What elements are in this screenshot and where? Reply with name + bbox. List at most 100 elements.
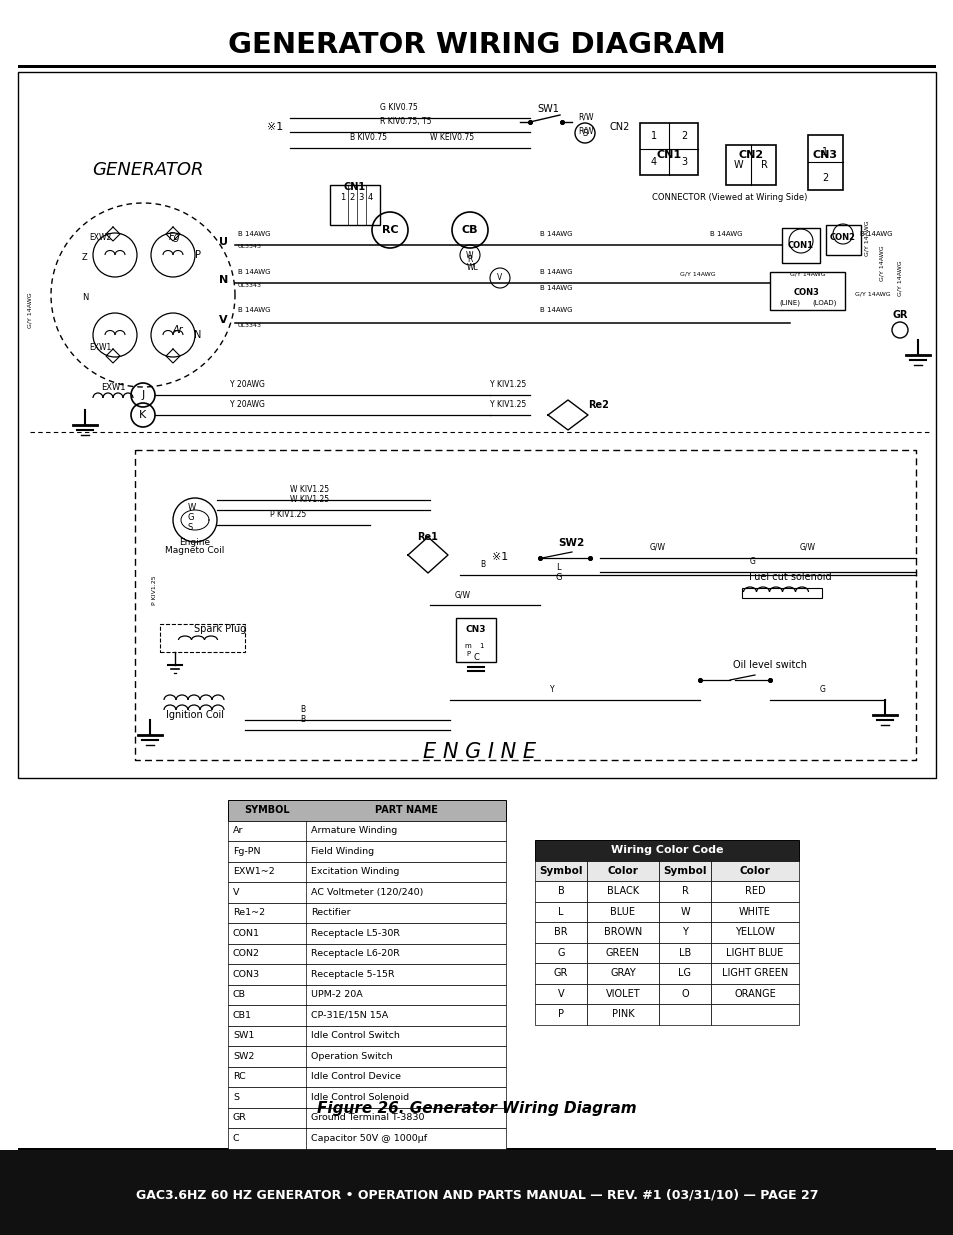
Text: G/W: G/W xyxy=(800,543,815,552)
Text: CB1: CB1 xyxy=(233,1010,252,1020)
Text: 2: 2 xyxy=(821,173,827,183)
Text: BR: BR xyxy=(554,927,567,937)
Text: m: m xyxy=(464,643,471,650)
Bar xyxy=(228,841,505,862)
Text: GR: GR xyxy=(233,1113,247,1123)
Text: Y KIV1.25: Y KIV1.25 xyxy=(490,380,526,389)
Text: 3: 3 xyxy=(680,157,686,167)
Bar xyxy=(228,1005,505,1025)
Text: EXW1~2: EXW1~2 xyxy=(233,867,274,877)
Text: G KIV0.75: G KIV0.75 xyxy=(379,103,417,112)
Bar xyxy=(659,963,710,983)
Bar xyxy=(535,881,586,902)
Text: Spark Plug: Spark Plug xyxy=(193,624,246,634)
Text: Y: Y xyxy=(550,685,554,694)
Text: Figure 26. Generator Wiring Diagram: Figure 26. Generator Wiring Diagram xyxy=(316,1100,637,1115)
Text: RC: RC xyxy=(233,1072,246,1082)
Text: SW2: SW2 xyxy=(233,1052,254,1061)
Text: G/Y 14AWG: G/Y 14AWG xyxy=(863,220,868,256)
Text: RED: RED xyxy=(744,887,764,897)
Text: 1: 1 xyxy=(650,131,657,141)
Text: CP-31E/15N 15A: CP-31E/15N 15A xyxy=(311,1010,388,1020)
Text: L: L xyxy=(556,563,560,572)
Text: Symbol: Symbol xyxy=(538,866,582,876)
Text: Engine: Engine xyxy=(179,538,211,547)
Text: B 14AWG: B 14AWG xyxy=(539,231,572,237)
Text: Ground Terminal T-3830: Ground Terminal T-3830 xyxy=(311,1113,424,1123)
Bar xyxy=(228,923,505,944)
Text: CONNECTOR (Viewed at Wiring Side): CONNECTOR (Viewed at Wiring Side) xyxy=(652,193,807,203)
Text: Symbol: Symbol xyxy=(662,866,706,876)
Bar xyxy=(535,840,799,861)
Bar xyxy=(535,902,586,923)
Text: 1: 1 xyxy=(340,193,345,203)
Text: R KIV0.75, T5: R KIV0.75, T5 xyxy=(379,117,431,126)
Bar xyxy=(659,942,710,963)
Text: UL3343: UL3343 xyxy=(237,245,262,249)
Bar xyxy=(228,903,505,923)
Text: LB: LB xyxy=(679,947,690,958)
Bar xyxy=(228,862,505,882)
Bar xyxy=(710,923,799,942)
Text: ※1: ※1 xyxy=(267,122,283,132)
Bar xyxy=(659,861,710,881)
Bar xyxy=(586,1004,659,1025)
Text: CON2: CON2 xyxy=(233,950,260,958)
Text: BROWN: BROWN xyxy=(603,927,641,937)
Text: EXW1: EXW1 xyxy=(101,383,125,391)
Text: B: B xyxy=(558,887,564,897)
Text: B: B xyxy=(479,559,485,569)
Bar xyxy=(535,963,586,983)
Bar xyxy=(535,1004,586,1025)
Bar xyxy=(228,1025,505,1046)
Text: Armature Winding: Armature Winding xyxy=(311,826,396,835)
Bar xyxy=(228,1087,505,1108)
Text: Re2: Re2 xyxy=(587,400,608,410)
Text: G: G xyxy=(557,947,564,958)
Bar xyxy=(659,1004,710,1025)
Bar xyxy=(228,944,505,965)
Text: 2: 2 xyxy=(680,131,686,141)
Bar xyxy=(710,963,799,983)
Text: EXW2: EXW2 xyxy=(89,233,111,242)
Bar xyxy=(659,902,710,923)
Text: CB: CB xyxy=(233,990,246,999)
Text: CON1: CON1 xyxy=(233,929,260,937)
Text: UL3343: UL3343 xyxy=(237,324,262,329)
Bar xyxy=(18,1149,935,1150)
Text: G/Y 14AWG: G/Y 14AWG xyxy=(897,261,902,296)
Text: R: R xyxy=(467,254,472,264)
Text: CON2: CON2 xyxy=(829,233,855,242)
Bar xyxy=(456,618,496,662)
Text: C: C xyxy=(233,1134,239,1142)
Text: Fg: Fg xyxy=(169,232,181,242)
Bar xyxy=(228,820,505,841)
Text: Idle Control Solenoid: Idle Control Solenoid xyxy=(311,1093,409,1102)
Text: SW2: SW2 xyxy=(558,538,583,548)
Bar xyxy=(725,144,775,185)
Text: Receptacle L6-20R: Receptacle L6-20R xyxy=(311,950,399,958)
Text: UPM-2 20A: UPM-2 20A xyxy=(311,990,362,999)
Bar xyxy=(586,861,659,881)
Bar xyxy=(710,861,799,881)
Text: G/Y 14AWG: G/Y 14AWG xyxy=(679,270,715,275)
Bar xyxy=(710,983,799,1004)
Text: W KIV1.25: W KIV1.25 xyxy=(290,495,329,504)
Text: B KIV0.75: B KIV0.75 xyxy=(350,133,387,142)
Text: Y 20AWG: Y 20AWG xyxy=(230,400,265,409)
Text: CN3: CN3 xyxy=(812,149,837,161)
Text: YELLOW: YELLOW xyxy=(735,927,774,937)
Text: Re1: Re1 xyxy=(417,532,438,542)
Text: V: V xyxy=(558,989,564,999)
Text: Color: Color xyxy=(607,866,638,876)
Text: EXW1: EXW1 xyxy=(89,343,111,352)
Text: W: W xyxy=(679,906,689,916)
Text: B 14AWG: B 14AWG xyxy=(237,231,271,237)
Text: B 14AWG: B 14AWG xyxy=(237,308,271,312)
Bar xyxy=(18,64,935,68)
Text: N: N xyxy=(194,330,201,340)
Text: PART NAME: PART NAME xyxy=(375,805,437,815)
Bar xyxy=(807,135,842,190)
Text: W: W xyxy=(188,503,196,513)
Bar xyxy=(0,1150,953,1235)
